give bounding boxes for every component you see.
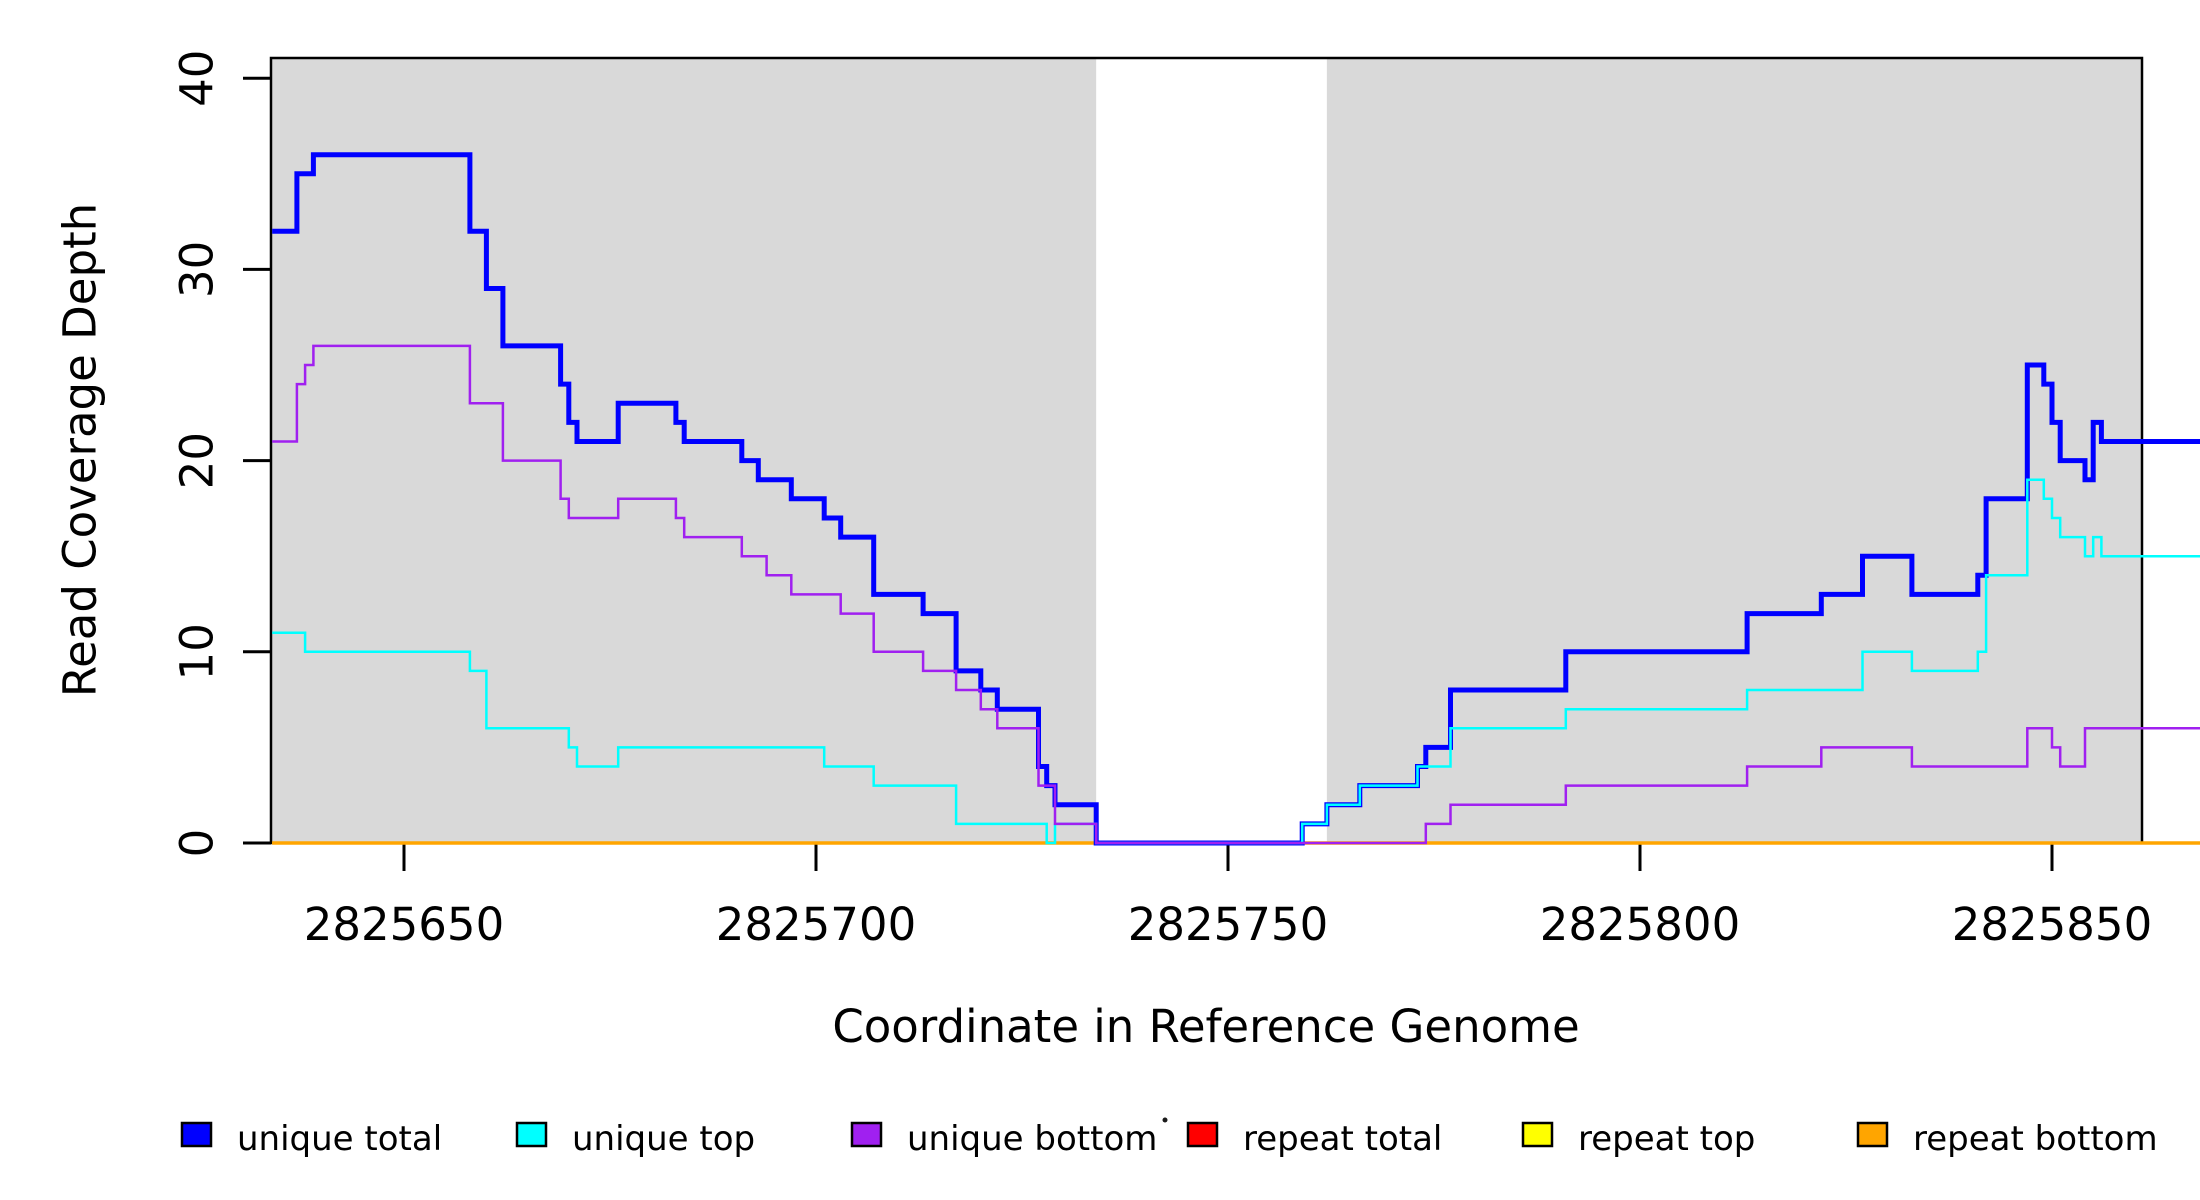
y-tick-label-2: 20 bbox=[171, 432, 224, 489]
y-tick-label-4: 40 bbox=[171, 50, 224, 107]
legend-label-unique-bottom: unique bottom bbox=[907, 1119, 1157, 1159]
y-tick-label-0: 0 bbox=[171, 829, 224, 858]
x-tick-label-1: 2825700 bbox=[716, 898, 916, 951]
legend-swatch-unique-top bbox=[515, 1121, 548, 1148]
x-axis-title: Coordinate in Reference Genome bbox=[832, 1000, 1579, 1053]
highlight-region-0 bbox=[272, 58, 1097, 843]
stray-dot-0 bbox=[1162, 1117, 1168, 1123]
series-line-unique-top bbox=[272, 478, 2200, 845]
x-tick-label-4: 2825850 bbox=[1952, 898, 2152, 951]
legend-swatch-unique-bottom bbox=[850, 1121, 883, 1148]
x-tick-label-2: 2825750 bbox=[1128, 898, 1328, 951]
x-tick-label-3: 2825800 bbox=[1540, 898, 1740, 951]
series-line-unique-bottom bbox=[272, 344, 2200, 845]
series-line-unique-total bbox=[272, 152, 2200, 846]
y-axis-title: Read Coverage Depth bbox=[54, 203, 107, 697]
x-tick-label-0: 2825650 bbox=[304, 898, 504, 951]
y-tick-label-3: 30 bbox=[171, 241, 224, 298]
legend-swatch-unique-total bbox=[180, 1121, 213, 1148]
legend-label-unique-total: unique total bbox=[237, 1119, 442, 1159]
legend-label-repeat-top: repeat top bbox=[1578, 1119, 1755, 1159]
legend-swatch-repeat-top bbox=[1521, 1121, 1554, 1148]
highlight-region-1 bbox=[1326, 58, 2143, 843]
legend-label-repeat-total: repeat total bbox=[1243, 1119, 1442, 1159]
legend-label-repeat-bottom: repeat bottom bbox=[1913, 1119, 2158, 1159]
y-tick-label-1: 10 bbox=[171, 623, 224, 680]
legend-label-unique-top: unique top bbox=[572, 1119, 755, 1159]
legend-swatch-repeat-bottom bbox=[1856, 1121, 1889, 1148]
legend-swatch-repeat-total bbox=[1186, 1121, 1219, 1148]
